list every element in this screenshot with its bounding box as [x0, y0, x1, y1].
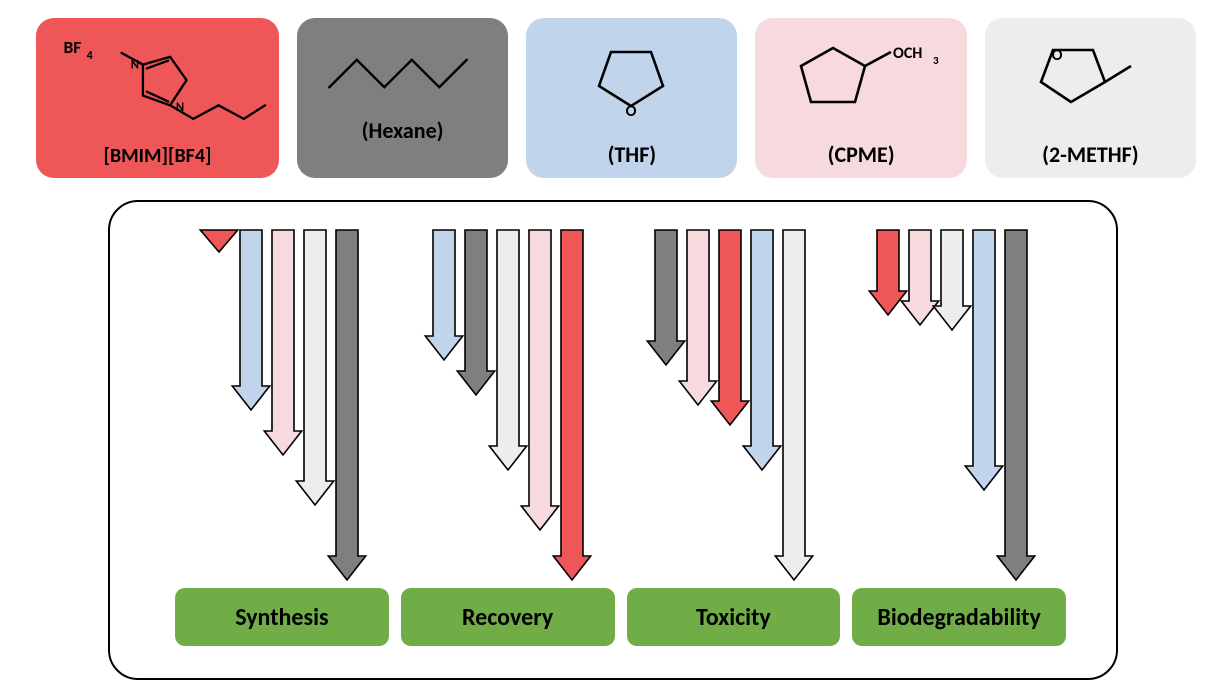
solvent-row: N N BF 4 [BMIM][BF4] (Hexane) O (THF) — [0, 0, 1232, 178]
arrow-synthesis-cpme — [264, 230, 301, 455]
arrow-synthesis-hexane — [328, 230, 365, 580]
category-label: Recovery — [462, 603, 553, 632]
arrow-recovery-bmim — [553, 230, 590, 580]
methf-structure: O — [1027, 38, 1157, 118]
arrow-toxicity-hexane — [647, 230, 684, 365]
cpme-structure: OCH 3 — [783, 38, 943, 118]
hexane-svg — [317, 46, 488, 101]
arrow-biodeg-cpme — [901, 230, 938, 325]
svg-text:N: N — [131, 57, 139, 72]
arrow-toxicity-thf — [743, 230, 780, 470]
arrow-synthesis-thf — [232, 230, 269, 410]
category-recovery: Recovery — [401, 588, 615, 646]
category-label: Synthesis — [235, 603, 328, 632]
arrow-recovery-cpme — [521, 230, 558, 530]
svg-text:4: 4 — [87, 49, 93, 63]
svg-text:N: N — [176, 100, 184, 115]
solvent-card-thf: O (THF) — [526, 18, 737, 178]
solvent-label-hexane: (Hexane) — [362, 117, 444, 144]
svg-text:BF: BF — [63, 36, 81, 58]
thf-svg: O — [581, 40, 681, 120]
solvent-card-bmim: N N BF 4 [BMIM][BF4] — [36, 18, 279, 178]
arrow-toxicity-methf — [775, 230, 812, 580]
category-toxicity: Toxicity — [627, 588, 841, 646]
arrow-toxicity-cpme — [679, 230, 716, 405]
arrow-recovery-thf — [425, 230, 462, 360]
bmim-svg: N N BF 4 — [46, 24, 269, 142]
arrow-synthesis-methf — [296, 230, 333, 505]
arrow-biodeg-bmim — [869, 230, 906, 315]
solvent-label-cpme: (CPME) — [828, 141, 895, 168]
methf-svg: O — [1027, 38, 1157, 118]
solvent-card-cpme: OCH 3 (CPME) — [755, 18, 966, 178]
arrow-biodeg-hexane — [997, 230, 1034, 580]
chart-frame: Synthesis Recovery Toxicity Biodegradabi… — [108, 200, 1118, 680]
thf-structure: O — [581, 40, 681, 120]
arrow-biodeg-methf — [933, 230, 970, 330]
hexane-structure — [317, 46, 488, 101]
arrow-toxicity-bmim — [711, 230, 748, 425]
svg-text:O: O — [626, 102, 637, 120]
solvent-label-thf: (THF) — [608, 141, 657, 168]
svg-text:3: 3 — [933, 54, 939, 67]
arrow-biodeg-thf — [965, 230, 1002, 490]
cpme-svg: OCH 3 — [783, 38, 943, 118]
arrow-recovery-hexane — [457, 230, 494, 395]
category-synthesis: Synthesis — [175, 588, 389, 646]
svg-text:OCH: OCH — [893, 44, 922, 63]
bmim-structure: N N BF 4 — [46, 24, 269, 142]
solvent-card-hexane: (Hexane) — [297, 18, 508, 178]
category-label: Biodegradability — [877, 603, 1040, 632]
category-label: Toxicity — [696, 603, 771, 632]
solvent-card-methf: O (2-METHF) — [985, 18, 1196, 178]
solvent-label-bmim: [BMIM][BF4] — [103, 144, 211, 168]
solvent-label-methf: (2-METHF) — [1042, 141, 1138, 168]
category-row: Synthesis Recovery Toxicity Biodegradabi… — [175, 588, 1066, 646]
category-biodeg: Biodegradability — [852, 588, 1066, 646]
svg-text:O: O — [1051, 46, 1062, 65]
arrow-recovery-methf — [489, 230, 526, 470]
arrow-synthesis-bmim — [200, 230, 237, 252]
